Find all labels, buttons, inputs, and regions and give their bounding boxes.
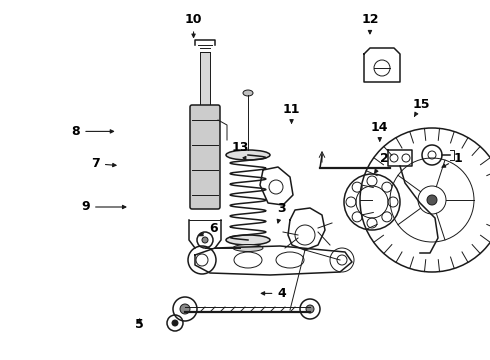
Text: 12: 12 [361,13,379,34]
Ellipse shape [243,90,253,96]
Text: 3: 3 [277,202,286,223]
Circle shape [306,305,314,313]
FancyBboxPatch shape [190,105,220,209]
Circle shape [180,304,190,314]
Text: 10: 10 [185,13,202,37]
Ellipse shape [233,244,263,252]
Circle shape [427,195,437,205]
Text: 5: 5 [135,318,144,330]
Text: 11: 11 [283,103,300,123]
Text: 14: 14 [371,121,389,141]
Circle shape [172,320,178,326]
Text: 13: 13 [231,141,249,160]
Ellipse shape [226,235,270,245]
Text: 8: 8 [72,125,114,138]
Ellipse shape [226,150,270,160]
Text: 7: 7 [91,157,116,170]
FancyBboxPatch shape [200,52,210,107]
Text: 2: 2 [375,152,389,173]
Text: 1: 1 [442,152,463,167]
Circle shape [202,237,208,243]
Text: 15: 15 [413,98,430,116]
Text: 4: 4 [261,287,286,300]
Text: 9: 9 [81,201,126,213]
Text: 6: 6 [199,222,218,236]
